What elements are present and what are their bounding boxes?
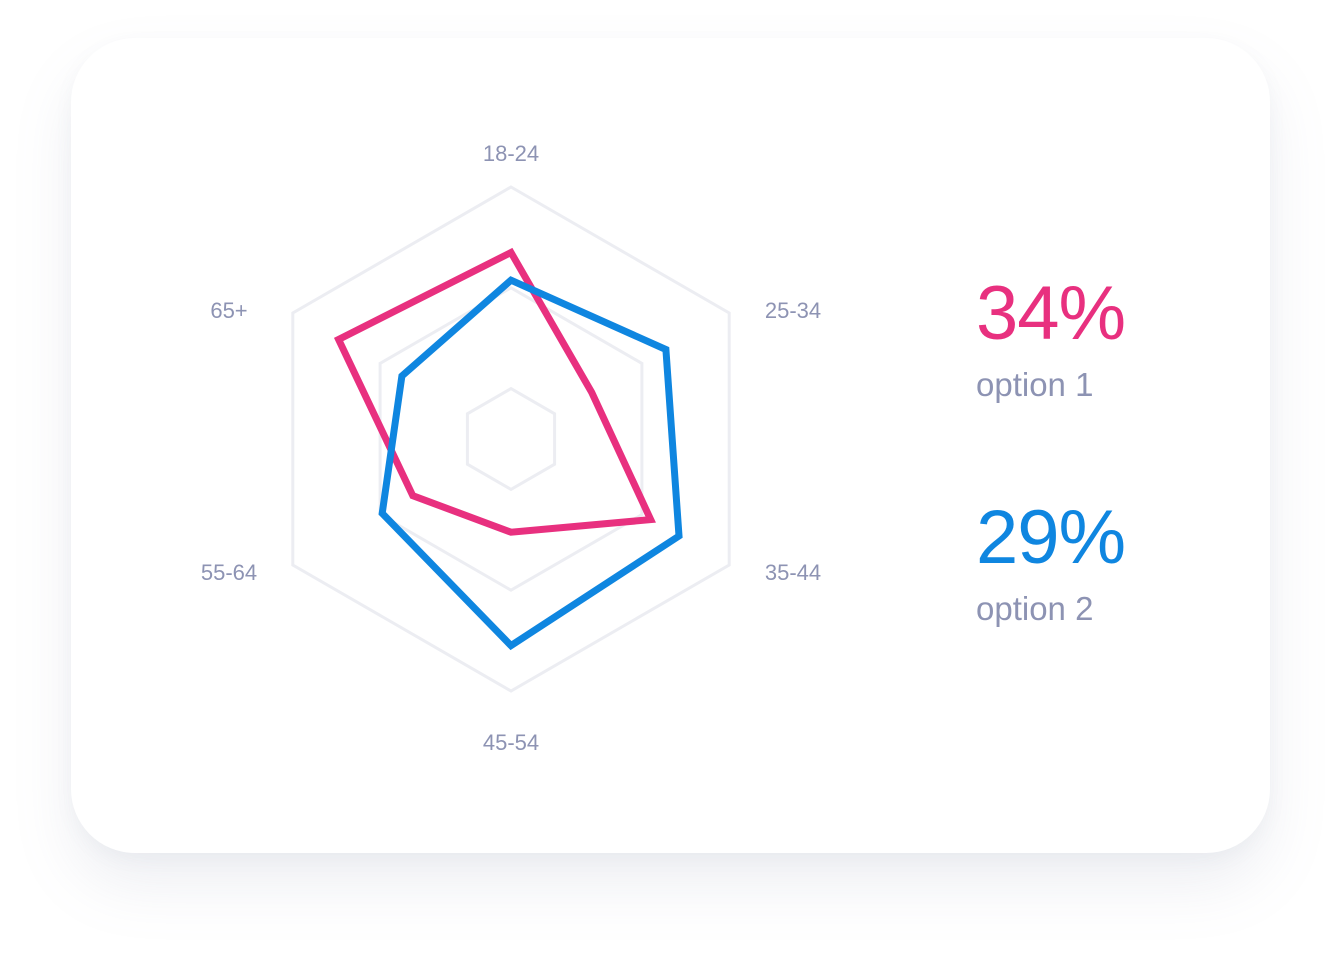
stat-label-option-2: option 2 <box>976 590 1094 627</box>
stat-option-1: 34% option 1 <box>976 271 1126 404</box>
radar-series-2-polygon <box>378 276 683 651</box>
radar-grid-ring-3 <box>291 185 731 693</box>
stat-value-option-2: 29% <box>976 495 1126 580</box>
radar-grid-ring-2 <box>378 286 644 592</box>
axis-label-65-plus: 65+ <box>210 298 247 323</box>
axis-label-18-24: 18-24 <box>483 141 539 166</box>
radar-series <box>333 247 683 651</box>
stat-option-2: 29% option 2 <box>976 495 1126 628</box>
radar-series-1-polygon <box>333 247 656 536</box>
stat-value-option-1: 34% <box>976 271 1126 356</box>
stat-label-option-1: option 1 <box>976 366 1094 403</box>
radar-axis-labels: 18-24 25-34 35-44 45-54 55-64 65+ <box>201 141 821 755</box>
radar-grid-ring-1 <box>465 386 557 492</box>
axis-label-55-64: 55-64 <box>201 560 257 585</box>
axis-label-35-44: 35-44 <box>765 560 821 585</box>
radar-grid <box>291 185 731 693</box>
axis-label-45-54: 45-54 <box>483 730 539 755</box>
axis-label-25-34: 25-34 <box>765 298 821 323</box>
